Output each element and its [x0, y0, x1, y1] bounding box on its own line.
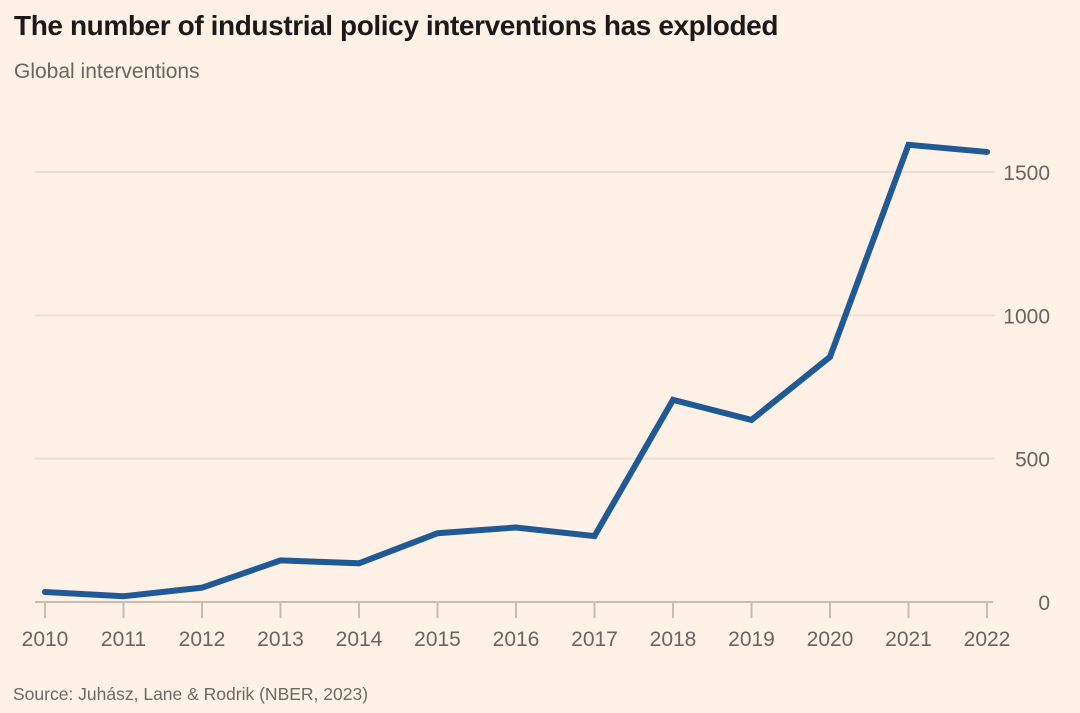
x-tick-label: 2014 — [336, 628, 383, 651]
x-tick-label: 2020 — [807, 628, 854, 651]
chart-subtitle: Global interventions — [14, 60, 200, 83]
y-tick-label: 1500 — [1003, 162, 1050, 185]
x-tick-label: 2012 — [179, 628, 226, 651]
x-tick-label: 2017 — [571, 628, 618, 651]
x-tick-label: 2019 — [728, 628, 775, 651]
x-tick-label: 2022 — [964, 628, 1011, 651]
source-note: Source: Juhász, Lane & Rodrik (NBER, 202… — [13, 684, 369, 704]
gridlines — [35, 171, 995, 460]
x-tick-label: 2013 — [257, 628, 304, 651]
x-tick-label: 2015 — [414, 628, 461, 651]
x-tick-label: 2010 — [22, 628, 69, 651]
x-tick-label: 2021 — [885, 628, 932, 651]
chart-title: The number of industrial policy interven… — [14, 10, 779, 41]
series-line — [42, 141, 990, 600]
y-tick-label: 0 — [1038, 592, 1050, 615]
x-tick-label: 2016 — [493, 628, 540, 651]
x-tick-label: 2011 — [101, 628, 146, 651]
y-tick-label: 500 — [1015, 449, 1050, 472]
x-tick-label: 2018 — [650, 628, 697, 651]
y-axis-labels: 0 500 1000 1500 — [1003, 162, 1050, 615]
x-axis-ticks: 2010 2011 2012 2013 2014 2015 2016 2017 2018 2019… — [22, 602, 1011, 651]
y-tick-label: 1000 — [1003, 305, 1050, 328]
